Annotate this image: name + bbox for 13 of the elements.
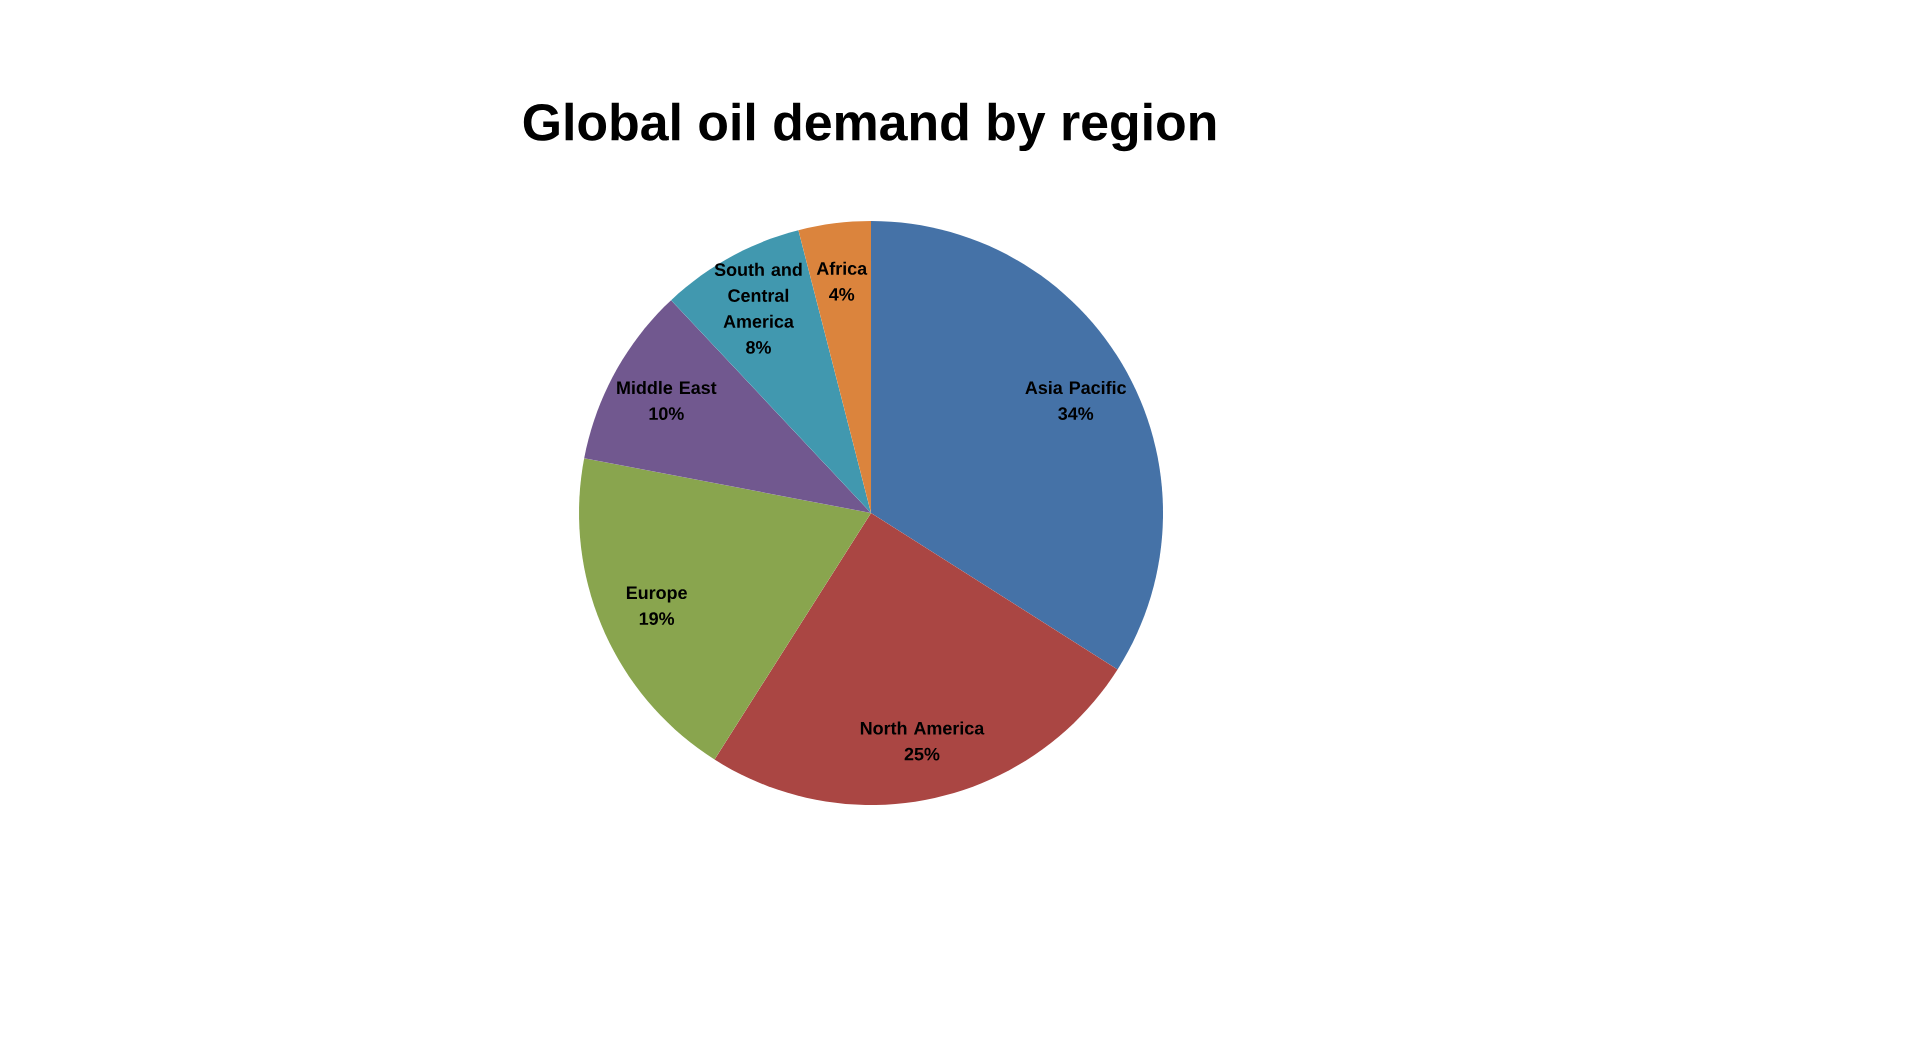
slice-label: South and Central America	[714, 262, 802, 328]
slice-label: Africa	[816, 261, 868, 275]
data-label: 4%	[829, 288, 855, 301]
data-label: 19%	[639, 612, 675, 625]
slice-label: Asia Pacific	[1025, 380, 1127, 395]
data-label: 34%	[1058, 407, 1094, 420]
data-label: 8%	[746, 341, 771, 354]
data-label: 10%	[649, 407, 684, 420]
slice-label: North America	[860, 721, 985, 735]
slice-label: Middle East	[617, 380, 717, 395]
data-label: 25%	[904, 747, 940, 761]
slice-label: Europe	[626, 586, 687, 603]
chart-title: Global oil demand by region	[523, 102, 1216, 152]
